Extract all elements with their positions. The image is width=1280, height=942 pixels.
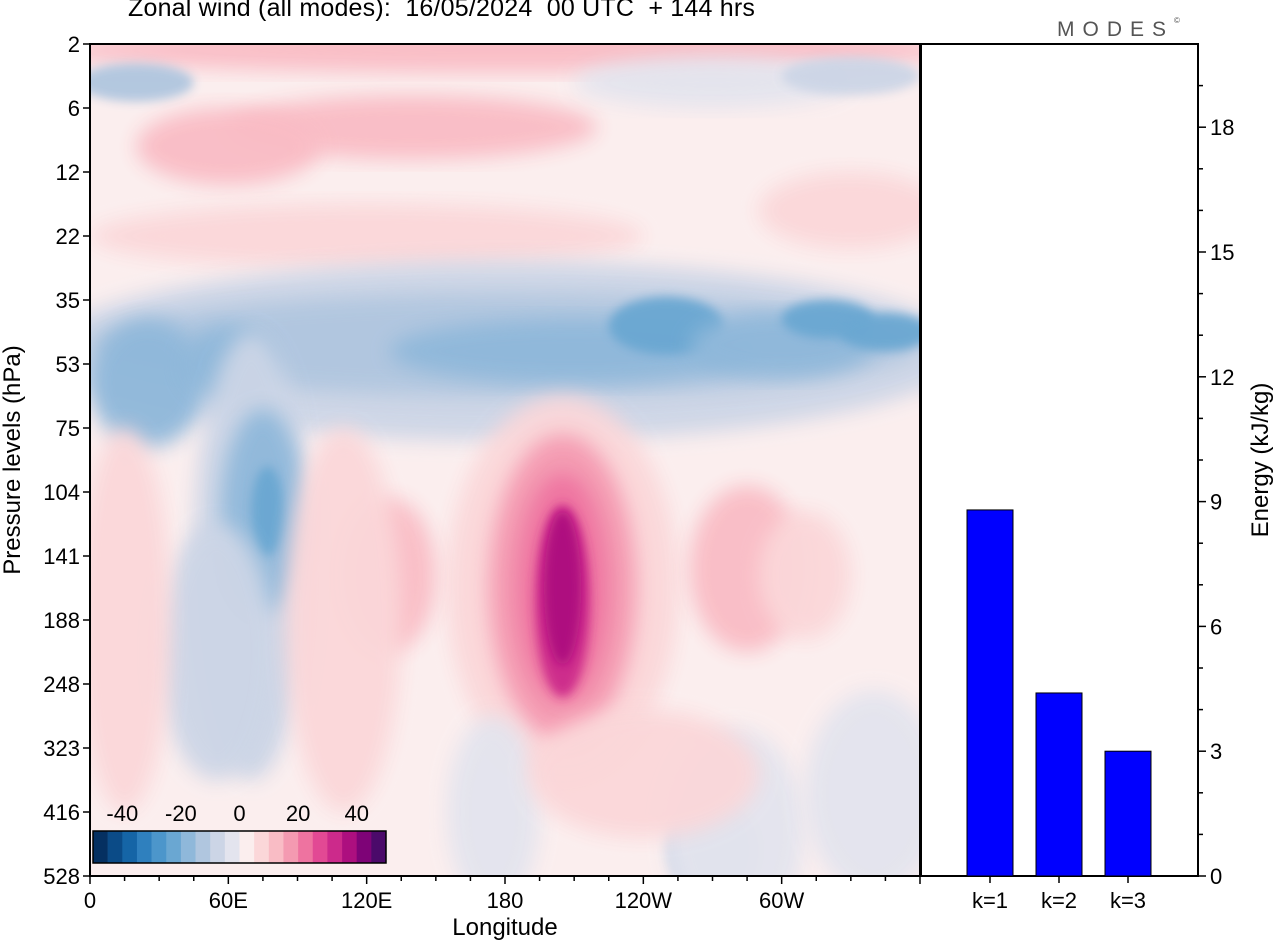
- colorbar-swatch: [93, 831, 108, 863]
- y-tick-label: 6: [68, 96, 80, 121]
- heatmap-contour-7: [758, 172, 920, 249]
- y-tick-label: 323: [43, 736, 80, 761]
- y-tick-label: 12: [56, 160, 80, 185]
- energy-bar-k=1: [966, 509, 1014, 877]
- colorbar-tick-label: -20: [165, 801, 197, 826]
- heatmap-contour-30: [758, 511, 851, 640]
- y-tick-label: 141: [43, 544, 80, 569]
- colorbar-tick-label: 20: [286, 801, 310, 826]
- colorbar-swatch: [342, 831, 357, 863]
- x-tick-label: 60W: [759, 888, 804, 913]
- energy-bar-panel: k=1 k=2 k=3 0 3 6 9 12 15 18 Energy (kJ/kg): [920, 43, 1274, 913]
- heatmap-contour-20: [159, 524, 275, 780]
- colorbar-swatch: [224, 831, 240, 863]
- zonal-wind-heatmap: [90, 44, 920, 876]
- energy-axis-label: Energy (kJ/kg): [1247, 383, 1274, 538]
- energy-tick-label: 12: [1210, 365, 1234, 390]
- energy-tick-label: 6: [1210, 614, 1222, 639]
- colorbar: -40 -20 0 20 40: [92, 801, 387, 864]
- colorbar-swatch: [180, 831, 196, 863]
- heatmap-contour-1: [228, 95, 598, 160]
- y-axis-label: Pressure levels (hPa): [0, 345, 26, 574]
- colorbar-swatch: [239, 831, 255, 863]
- colorbar-swatch: [371, 831, 387, 863]
- x-tick-label: 60E: [209, 888, 248, 913]
- heatmap-contour-4: [90, 63, 194, 102]
- y-tick-label: 104: [43, 480, 80, 505]
- x-tick-label: 180: [487, 888, 524, 913]
- colorbar-swatch: [195, 831, 211, 863]
- x-axis-label: Longitude: [452, 914, 557, 941]
- heatmap-contour-10: [90, 319, 206, 448]
- colorbar-swatch: [122, 831, 138, 863]
- heatmap-contour-2: [136, 107, 321, 185]
- colorbar-swatch: [268, 831, 284, 863]
- y-tick-label: 416: [43, 800, 80, 825]
- heatmap-contour-16: [839, 312, 920, 352]
- y-tick-label: 53: [56, 352, 80, 377]
- colorbar-swatch: [151, 831, 167, 863]
- y-tick-label: 35: [56, 288, 80, 313]
- bar-category-label: k=2: [1041, 888, 1077, 913]
- colorbar-swatch: [312, 831, 328, 863]
- heatmap-contour-33: [447, 716, 540, 876]
- colorbar-swatch: [210, 831, 226, 863]
- energy-tick-label: 3: [1210, 739, 1222, 764]
- energy-bar-k=2: [1035, 692, 1083, 877]
- heatmap-contour-25: [544, 511, 582, 665]
- energy-tick-label: 18: [1210, 115, 1234, 140]
- modes-logo: MODES©: [1057, 16, 1180, 42]
- y-tick-label: 75: [56, 416, 80, 441]
- bar-category-label: k=1: [972, 888, 1008, 913]
- colorbar-swatch: [254, 831, 270, 863]
- colorbar-tick-label: 40: [344, 801, 368, 826]
- colorbar-swatch: [107, 831, 123, 863]
- y-tick-label: 528: [43, 864, 80, 889]
- energy-tick-label: 9: [1210, 490, 1222, 515]
- x-tick-label: 120E: [341, 888, 392, 913]
- colorbar-swatch: [298, 831, 314, 863]
- x-tick-label: 120W: [615, 888, 673, 913]
- heatmap-contour-29: [285, 428, 402, 812]
- y-tick-label: 22: [56, 224, 80, 249]
- logo-text: MODES: [1057, 18, 1175, 41]
- x-tick-label: 0: [84, 888, 96, 913]
- bar-category-label: k=3: [1110, 888, 1146, 913]
- colorbar-frame: [92, 830, 387, 864]
- colorbar-tick-label: 0: [233, 801, 245, 826]
- energy-bar-k=3: [1104, 750, 1152, 877]
- heatmap-contour-28: [90, 428, 171, 812]
- energy-tick-label: 15: [1210, 240, 1234, 265]
- logo-copyright-mark: ©: [1174, 16, 1180, 25]
- heatmap-contour-34: [804, 690, 920, 876]
- heatmap-contour-6: [90, 204, 644, 268]
- colorbar-swatch: [327, 831, 343, 863]
- chart-title: Zonal wind (all modes): 16/05/2024 00 UT…: [128, 0, 756, 22]
- colorbar-swatch: [136, 831, 152, 863]
- heatmap-contour-19: [251, 466, 284, 556]
- y-tick-label: 188: [43, 608, 80, 633]
- colorbar-swatch: [166, 831, 182, 863]
- y-tick-label: 248: [43, 672, 80, 697]
- energy-tick-label: 0: [1210, 864, 1222, 889]
- heatmap-contour-3: [574, 56, 851, 108]
- colorbar-tick-label: -40: [106, 801, 138, 826]
- colorbar-swatch: [283, 831, 299, 863]
- heatmap-field: [90, 44, 920, 876]
- heatmap-contour-35: [528, 709, 759, 838]
- heatmap-contour-5: [781, 56, 920, 96]
- y-tick-label: 2: [68, 32, 80, 57]
- colorbar-swatch: [356, 831, 372, 863]
